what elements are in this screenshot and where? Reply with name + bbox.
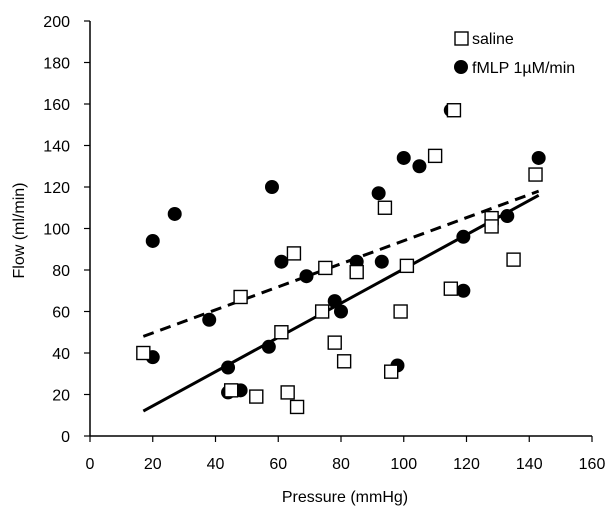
y-tick-label: 40 — [52, 346, 70, 363]
legend-square-marker — [454, 31, 469, 46]
data-point-saline — [274, 325, 289, 340]
legend-item-fmlp: fMLP 1µM/min — [454, 60, 575, 77]
data-point-saline — [289, 399, 305, 415]
y-tick-label: 80 — [52, 263, 70, 280]
y-tick-label: 60 — [52, 305, 70, 322]
data-points — [136, 103, 546, 415]
legend-circle-marker — [454, 60, 468, 74]
data-point-saline — [336, 354, 352, 369]
x-tick-label: 140 — [516, 456, 543, 473]
trendline-saline — [142, 189, 540, 338]
data-point-saline — [384, 364, 399, 379]
data-point-fmlp — [334, 304, 348, 319]
x-tick-label: 20 — [144, 456, 162, 473]
x-tick-label: 80 — [332, 456, 350, 473]
data-point-fmlp — [261, 339, 276, 354]
y-axis-title: Flow (ml/min) — [11, 183, 28, 279]
data-point-fmlp — [145, 233, 160, 248]
data-point-saline — [327, 335, 342, 350]
x-tick-label: 160 — [579, 456, 606, 473]
data-point-saline — [349, 264, 364, 280]
y-tick-label: 200 — [43, 14, 70, 31]
legend-label-saline: saline — [472, 31, 514, 48]
data-point-saline — [249, 389, 264, 404]
data-point-fmlp — [202, 312, 217, 327]
y-tick-label: 160 — [43, 97, 70, 114]
data-point-saline — [136, 345, 151, 361]
x-tick-label: 40 — [207, 456, 225, 473]
x-tick-label: 0 — [86, 456, 95, 473]
legend-label-fmlp: fMLP 1µM/min — [472, 60, 575, 77]
data-point-saline — [314, 304, 330, 319]
data-point-saline — [528, 167, 543, 182]
data-point-saline — [318, 260, 333, 276]
data-point-saline — [443, 281, 459, 296]
data-point-fmlp — [412, 159, 427, 174]
data-point-saline — [484, 219, 499, 234]
data-point-fmlp — [264, 180, 279, 194]
data-point-fmlp — [299, 269, 314, 284]
x-tick-label: 60 — [269, 456, 287, 473]
data-point-saline — [233, 289, 248, 305]
y-tick-label: 0 — [61, 429, 70, 446]
axes: 0 20 40 60 80 100 120 140 160 180 200 0 20 40 60 80 100 1… — [43, 14, 605, 473]
legend-item-saline: saline — [454, 31, 514, 48]
y-tick-label: 180 — [43, 56, 70, 73]
data-point-saline — [506, 252, 521, 267]
data-point-saline — [223, 383, 239, 398]
y-tick-label: 140 — [43, 139, 70, 156]
x-axis-title: Pressure (mmHg) — [282, 489, 408, 506]
data-point-saline — [393, 304, 408, 319]
data-point-fmlp — [167, 206, 182, 221]
data-point-fmlp — [396, 150, 411, 165]
data-point-fmlp — [371, 186, 386, 201]
y-tick-label: 20 — [52, 388, 70, 405]
data-point-fmlp — [456, 283, 471, 298]
x-tick-label: 100 — [390, 456, 417, 473]
data-point-fmlp — [500, 209, 515, 224]
data-point-saline — [377, 200, 393, 215]
data-point-saline — [399, 258, 415, 274]
data-point-fmlp — [374, 254, 389, 269]
y-tick-label: 120 — [43, 180, 70, 197]
data-point-fmlp — [221, 360, 236, 375]
data-point-saline — [427, 148, 443, 164]
data-point-saline — [286, 246, 302, 261]
data-point-fmlp — [531, 150, 546, 165]
x-tick-label: 120 — [453, 456, 480, 473]
y-tick-label: 100 — [43, 222, 70, 239]
data-point-saline — [446, 103, 462, 118]
data-point-fmlp — [327, 294, 342, 309]
legend: saline fMLP 1µM/min — [454, 31, 575, 77]
data-point-saline — [280, 385, 295, 400]
data-point-fmlp — [274, 254, 289, 269]
data-point-fmlp — [456, 229, 471, 244]
